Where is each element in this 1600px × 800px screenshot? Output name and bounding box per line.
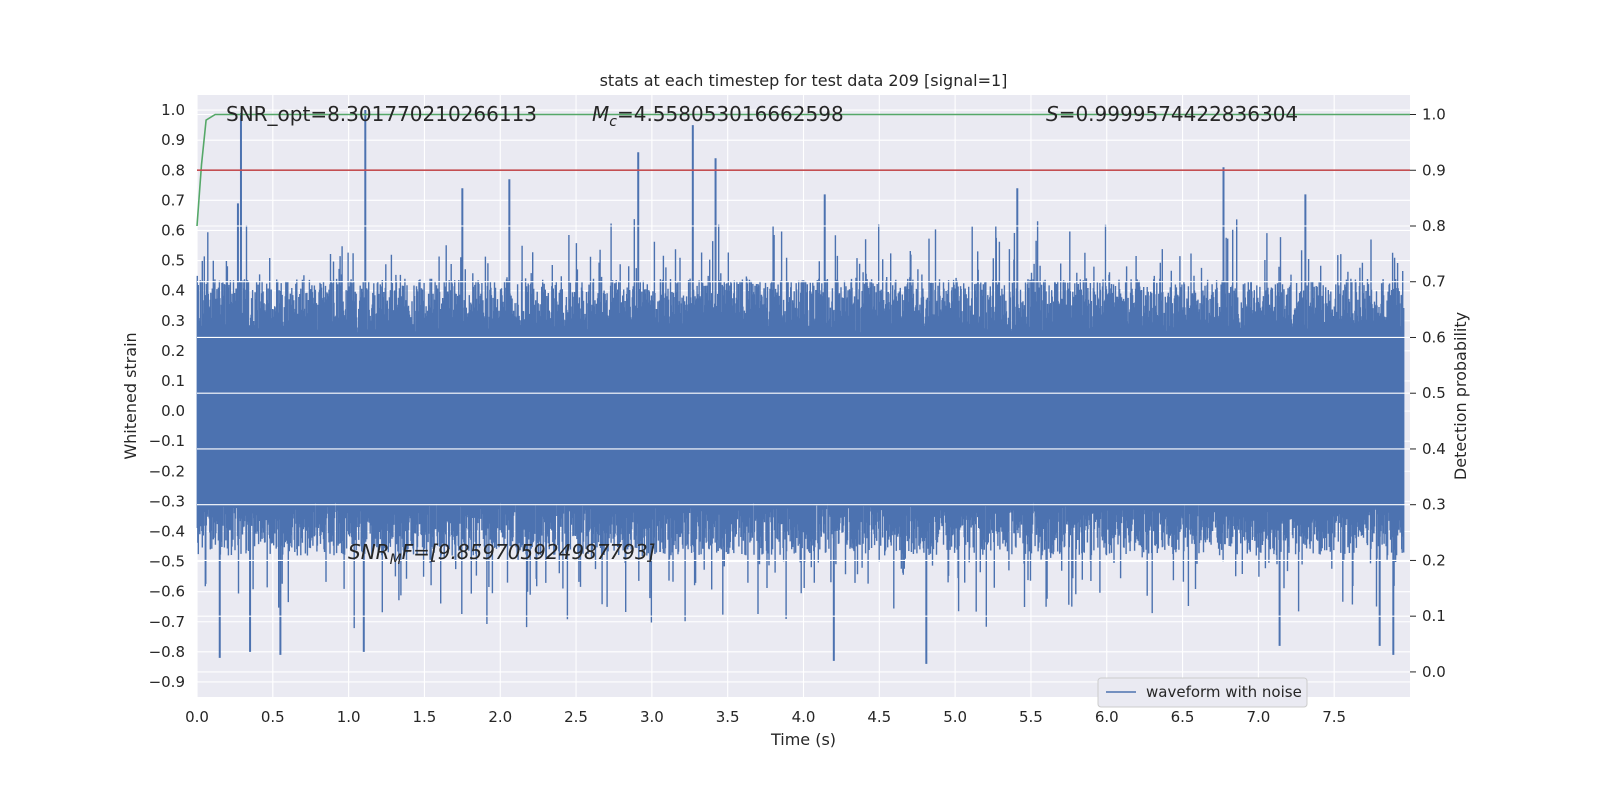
y-left-tick-label: −0.1	[149, 432, 185, 450]
x-tick-label: 1.5	[413, 708, 437, 726]
waveform-series	[196, 110, 1405, 664]
x-tick-label: 7.5	[1322, 708, 1346, 726]
x-tick-label: 7.0	[1246, 708, 1270, 726]
chirp-mass-symbol: M	[592, 102, 609, 126]
x-tick-label: 2.5	[564, 708, 588, 726]
y-right-tick-label: 0.6	[1422, 328, 1446, 346]
x-tick-label: 4.5	[867, 708, 891, 726]
y-left-tick-label: 0.0	[161, 402, 185, 420]
annotation-snr-opt: SNR_opt=8.301770210266113	[226, 102, 537, 126]
chirp-mass-subscript: c	[609, 114, 617, 130]
x-tick-label: 1.0	[337, 708, 361, 726]
legend: waveform with noise	[1097, 677, 1308, 708]
left-axis-ticks: 1.0 0.9 0.8 0.7 0.6 0.5 0.4 0.3 0.2 0.1 0.0 −0.1 −0.…	[149, 101, 185, 691]
y-left-tick-label: −0.2	[149, 462, 185, 480]
y-left-tick-label: 0.4	[161, 282, 185, 300]
y-axis-label-left: Whitened strain	[121, 332, 140, 459]
chirp-mass-value: =4.558053016662598	[617, 102, 844, 126]
y-left-tick-label: 0.5	[161, 252, 185, 270]
x-tick-label: 0.0	[185, 708, 209, 726]
y-right-tick-label: 1.0	[1422, 106, 1446, 124]
y-left-tick-label: −0.7	[149, 613, 185, 631]
x-tick-label: 5.0	[943, 708, 967, 726]
score-value: =0.9999574422836304	[1059, 102, 1298, 126]
y-left-tick-label: −0.3	[149, 492, 185, 510]
legend-label-waveform: waveform with noise	[1146, 683, 1302, 701]
y-right-tick-label: 0.5	[1422, 384, 1446, 402]
y-right-tick-label: 0.4	[1422, 440, 1446, 458]
annotation-score: S=0.9999574422836304	[1046, 102, 1298, 126]
x-tick-label: 3.0	[640, 708, 664, 726]
y-right-tick-label: 0.2	[1422, 551, 1446, 569]
y-left-tick-label: 0.3	[161, 312, 185, 330]
y-left-tick-label: −0.5	[149, 553, 185, 571]
x-axis-ticks: 0.0 0.5 1.0 1.5 2.0 2.5 3.0 3.5 4.0 4.5 5.0 5.5 6.0 6…	[185, 708, 1346, 726]
y-left-tick-label: −0.6	[149, 583, 185, 601]
snr-mf-value: F=[9.859705924987793]	[402, 540, 656, 564]
detection-probability-line	[196, 113, 1410, 227]
y-left-tick-label: 0.2	[161, 342, 185, 360]
y-left-tick-label: 1.0	[161, 101, 185, 119]
y-axis-label-right: Detection probability	[1451, 312, 1470, 480]
y-right-tick-label: 0.7	[1422, 273, 1446, 291]
y-left-tick-label: −0.9	[149, 673, 185, 691]
y-right-tick-label: 0.3	[1422, 496, 1446, 514]
y-left-tick-label: 0.9	[161, 131, 185, 149]
annotation-chirp-mass: Mc=4.558053016662598	[592, 102, 844, 130]
chart-title: stats at each timestep for test data 209…	[600, 71, 1008, 90]
y-left-tick-label: −0.8	[149, 643, 185, 661]
x-axis-label: Time (s)	[770, 730, 836, 749]
x-tick-label: 4.0	[792, 708, 816, 726]
annotation-snr-mf: SNRMF=[9.859705924987793]	[348, 540, 655, 568]
y-right-tick-label: 0.0	[1422, 663, 1446, 681]
y-right-tick-label: 0.9	[1422, 161, 1446, 179]
x-tick-label: 2.0	[488, 708, 512, 726]
x-tick-label: 5.5	[1019, 708, 1043, 726]
y-left-tick-label: 0.7	[161, 191, 185, 209]
legend-box	[1097, 677, 1308, 708]
snr-mf-symbol: SNR	[348, 540, 390, 564]
y-left-tick-label: −0.4	[149, 522, 185, 540]
x-tick-label: 6.5	[1171, 708, 1195, 726]
waveform-band	[197, 332, 1404, 502]
y-left-tick-label: 0.1	[161, 372, 185, 390]
snr-mf-subscript: M	[390, 552, 402, 568]
y-left-tick-label: 0.8	[161, 161, 185, 179]
probability-series	[196, 113, 1410, 227]
y-right-tick-label: 0.8	[1422, 217, 1446, 235]
x-tick-label: 6.0	[1095, 708, 1119, 726]
x-tick-label: 0.5	[261, 708, 285, 726]
x-tick-label: 3.5	[716, 708, 740, 726]
score-symbol: S	[1046, 102, 1059, 126]
y-right-tick-label: 0.1	[1422, 607, 1446, 625]
y-left-tick-label: 0.6	[161, 221, 185, 239]
